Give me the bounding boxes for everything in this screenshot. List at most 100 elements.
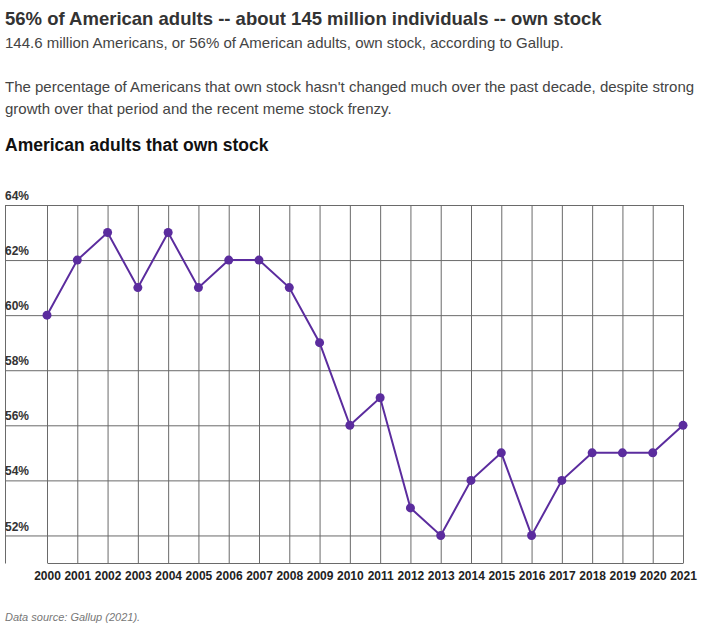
x-tick: 2016 — [519, 205, 546, 583]
point — [285, 283, 294, 292]
x-grid-line — [562, 205, 563, 563]
x-grid-line — [47, 205, 48, 563]
x-tick: 2002 — [95, 205, 122, 583]
x-tick-label: 2017 — [549, 569, 576, 583]
y-tick-label: 64% — [5, 189, 29, 203]
x-tick-label: 2009 — [307, 569, 334, 583]
chart-title: American adults that own stock — [5, 135, 700, 156]
point — [73, 256, 82, 265]
x-tick: 2010 — [337, 205, 364, 583]
x-grid-line — [138, 205, 139, 563]
y-grid-line — [5, 315, 683, 316]
plot-area — [43, 228, 688, 540]
point — [376, 393, 385, 402]
x-grid-line — [653, 205, 654, 563]
point — [588, 448, 597, 457]
chart-svg: 52%54%56%58%60%62%64%2000200120022003200… — [0, 0, 705, 638]
y-tick-label: 58% — [5, 354, 29, 368]
y-tick: 54% — [5, 464, 683, 480]
x-tick-label: 2007 — [246, 569, 273, 583]
x-grid-line — [198, 205, 199, 563]
point — [315, 338, 324, 347]
x-grid-line — [622, 205, 623, 563]
y-tick: 64% — [5, 189, 683, 205]
x-tick: 2007 — [246, 205, 273, 583]
y-grid-line — [5, 535, 683, 536]
y-axis-line — [5, 206, 6, 564]
x-grid-line — [532, 205, 533, 563]
x-tick-label: 2019 — [610, 569, 637, 583]
x-tick: 2012 — [398, 205, 425, 583]
x-tick: 2011 — [368, 205, 394, 583]
y-tick: 52% — [5, 520, 683, 536]
point — [133, 283, 142, 292]
x-tick: 2006 — [216, 205, 243, 583]
x-grid-line — [501, 205, 502, 563]
x-tick-label: 2016 — [519, 569, 546, 583]
x-grid-line — [108, 205, 109, 563]
y-tick-label: 60% — [5, 299, 29, 313]
y-grid-line — [5, 370, 683, 371]
x-grid-line — [350, 205, 351, 563]
x-tick: 2004 — [155, 205, 182, 583]
source: Data source: Gallup (2021). — [5, 611, 700, 623]
point — [103, 228, 112, 237]
x-tick-label: 2005 — [186, 569, 213, 583]
x-tick-label: 2010 — [337, 569, 364, 583]
x-tick-label: 2003 — [125, 569, 152, 583]
x-tick: 2019 — [610, 205, 637, 583]
x-tick-label: 2006 — [216, 569, 243, 583]
point — [648, 448, 657, 457]
point — [557, 476, 566, 485]
point — [194, 283, 203, 292]
point — [43, 311, 52, 320]
x-tick-label: 2012 — [398, 569, 425, 583]
x-tick: 2005 — [186, 205, 213, 583]
y-tick-label: 62% — [5, 244, 29, 258]
y-tick-label: 52% — [5, 520, 29, 534]
x-grid-line — [592, 205, 593, 563]
x-tick: 2000 — [34, 205, 61, 583]
x-tick: 2018 — [579, 205, 606, 583]
point — [224, 256, 233, 265]
x-tick-label: 2015 — [488, 569, 515, 583]
x-tick-label: 2018 — [579, 569, 606, 583]
point — [406, 503, 415, 512]
x-tick: 2013 — [428, 205, 455, 583]
x-tick: 2015 — [488, 205, 515, 583]
point — [497, 448, 506, 457]
point — [467, 476, 476, 485]
y-tick-label: 54% — [5, 464, 29, 478]
point — [255, 256, 264, 265]
y-tick: 62% — [5, 244, 683, 260]
x-grid-line — [441, 205, 442, 563]
x-tick-label: 2001 — [64, 569, 91, 583]
x-tick: 2001 — [64, 205, 91, 583]
x-tick-label: 2000 — [34, 569, 61, 583]
point — [679, 421, 688, 430]
y-grid-line — [5, 480, 683, 481]
point — [436, 531, 445, 540]
title: 56% of American adults -- about 145 mill… — [5, 8, 700, 30]
x-tick: 2009 — [307, 205, 334, 583]
x-grid-line — [471, 205, 472, 563]
point — [164, 228, 173, 237]
y-grid-line — [5, 425, 683, 426]
x-tick: 2014 — [458, 205, 485, 583]
y-tick: 60% — [5, 299, 683, 315]
y-axis: 52% 54% 56% 58% 60% 62% 64% — [5, 189, 683, 563]
x-grid-line — [320, 205, 321, 563]
x-tick: 2017 — [549, 205, 576, 583]
x-axis-line — [48, 563, 684, 564]
desc: The percentage of Americans that own sto… — [5, 76, 700, 120]
x-tick: 2008 — [276, 205, 303, 583]
x-tick-label: 2004 — [155, 569, 182, 583]
x-tick-label: 2008 — [276, 569, 303, 583]
y-tick-label: 56% — [5, 409, 29, 423]
x-tick: 2021 — [670, 205, 697, 583]
line — [47, 233, 683, 536]
x-grid-line — [289, 205, 290, 563]
x-tick-label: 2020 — [640, 569, 667, 583]
x-tick: 2003 — [125, 205, 152, 583]
x-tick-label: 2011 — [368, 569, 394, 583]
